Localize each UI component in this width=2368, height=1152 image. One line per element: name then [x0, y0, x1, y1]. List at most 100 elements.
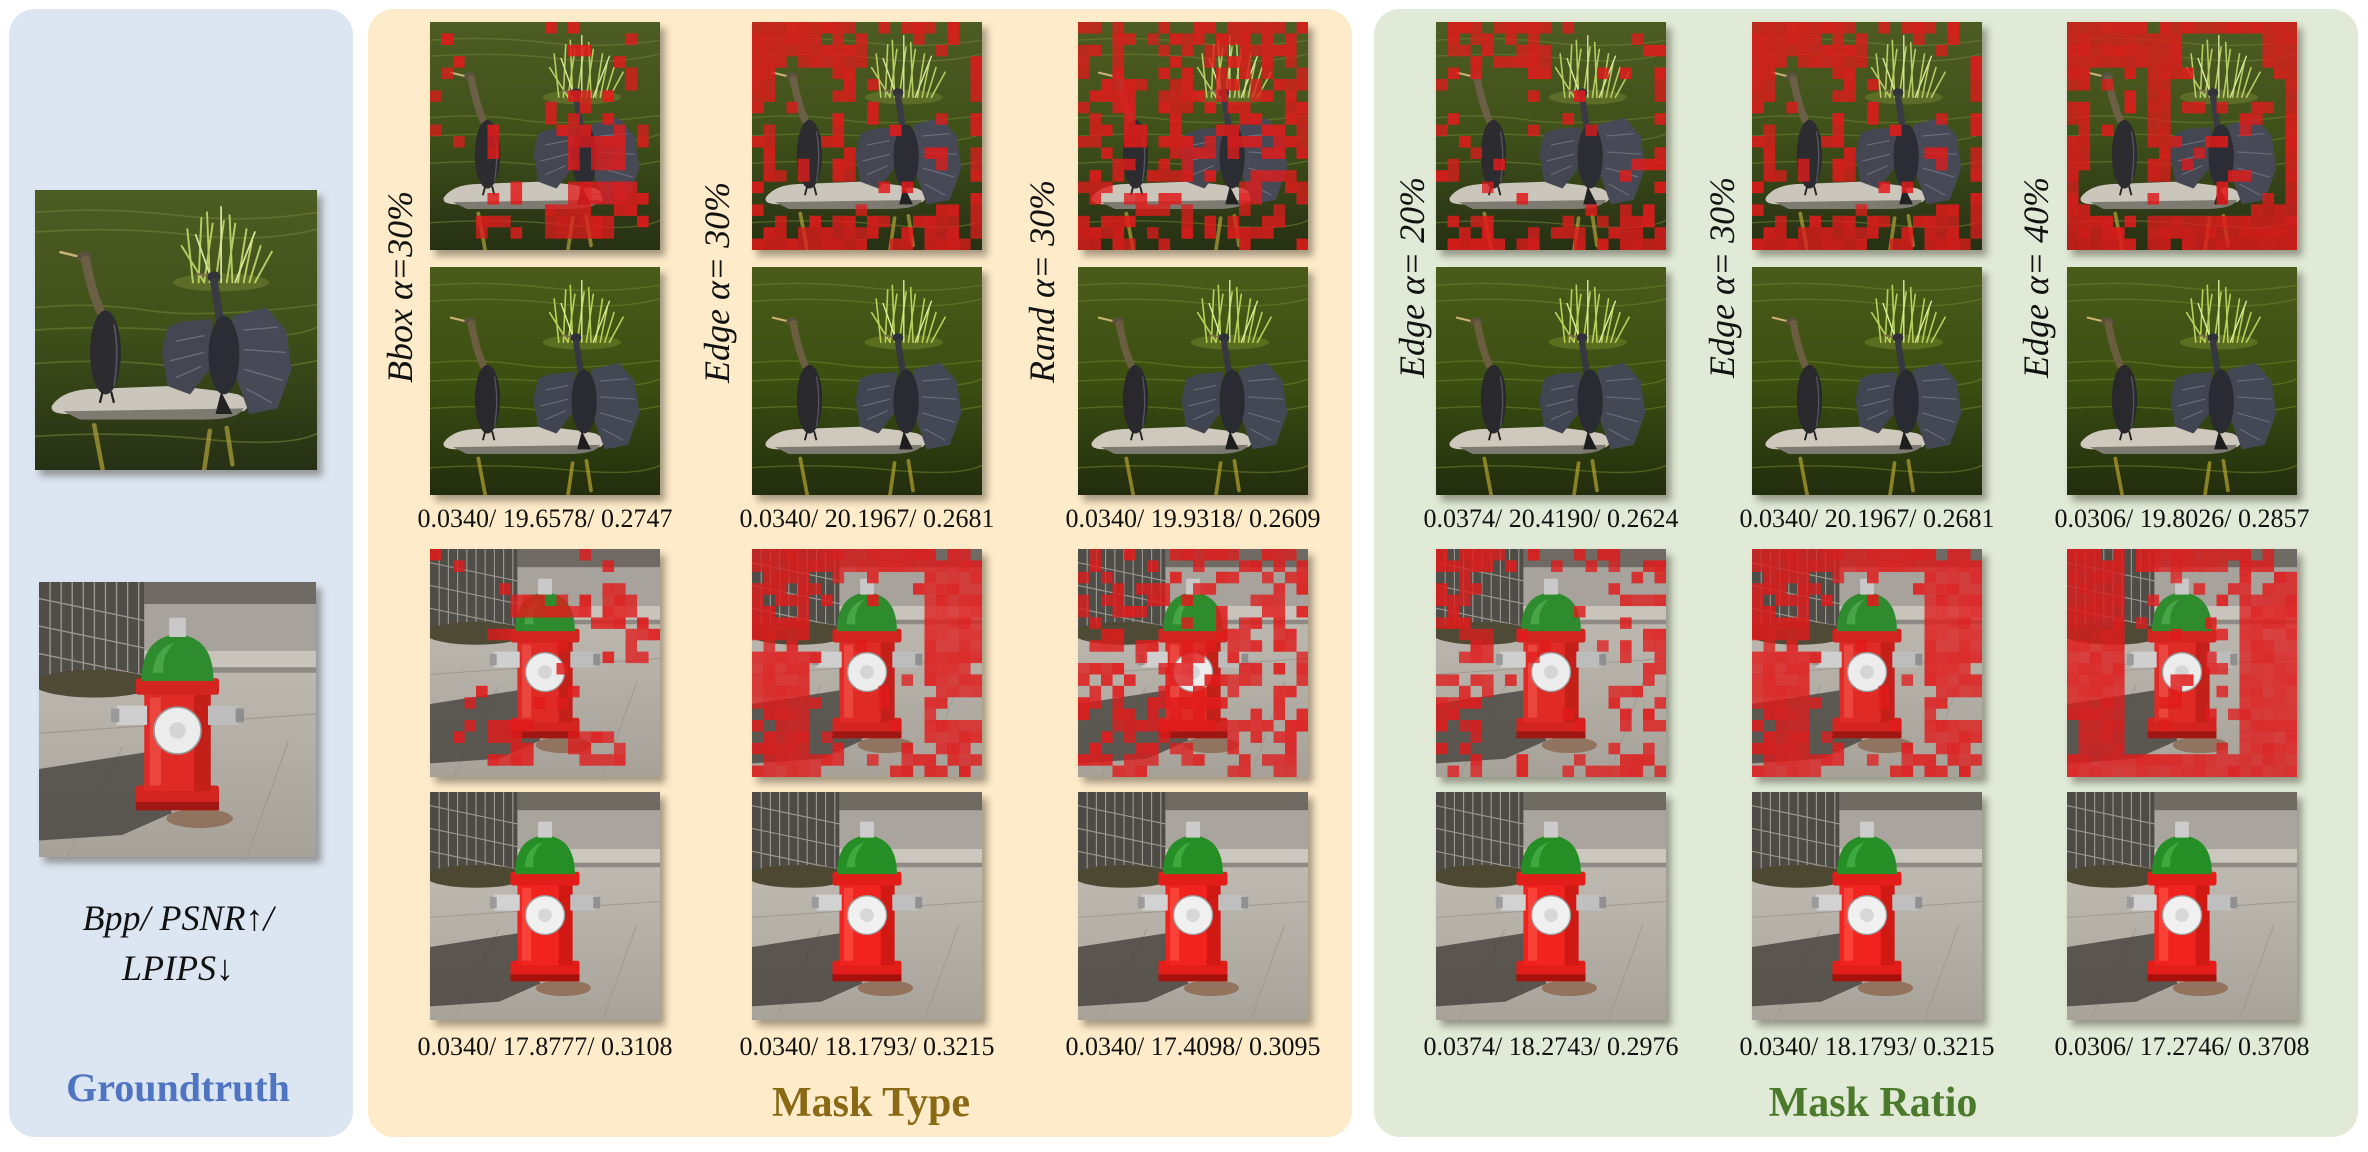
mask-block — [844, 67, 856, 80]
mask-block — [1752, 617, 1764, 629]
mask-block — [1227, 215, 1240, 228]
mask-block — [970, 674, 982, 686]
mask-block — [809, 765, 822, 777]
mask-block — [1482, 215, 1494, 228]
mask-block — [924, 754, 937, 766]
mask-block — [1528, 33, 1540, 45]
mask-block — [1947, 651, 1960, 664]
mask-block — [1855, 44, 1868, 57]
mask-block — [1844, 56, 1856, 68]
mask-block — [1482, 33, 1494, 45]
mask-block — [752, 674, 764, 686]
mask-block — [2124, 765, 2137, 777]
mask-block — [832, 742, 845, 755]
hydrant-metrics: 0.0340/ 18.1793/ 0.3215 — [739, 1032, 995, 1061]
mask-block — [1752, 720, 1764, 732]
mask-block — [1204, 640, 1217, 652]
mask-block — [1147, 720, 1159, 732]
mask-block — [786, 640, 799, 652]
mask-block — [1832, 170, 1845, 182]
mask-block — [1763, 549, 1776, 561]
mask-block — [1631, 765, 1644, 777]
mask-block — [2274, 731, 2286, 743]
mask-block — [1193, 685, 1205, 698]
mask-block — [832, 571, 845, 584]
mask-block — [1936, 651, 1948, 664]
mask-block — [2239, 583, 2252, 595]
mask-block — [2239, 674, 2252, 686]
mask-block — [855, 560, 868, 572]
mask-block — [2182, 560, 2194, 572]
mask-block — [798, 549, 810, 561]
mask-block — [1631, 33, 1644, 45]
mask-block — [430, 124, 442, 137]
mask-block — [2067, 22, 2079, 34]
mask-block — [2170, 136, 2183, 148]
mask-block — [568, 731, 580, 743]
mask-block — [2159, 90, 2171, 102]
mask-block — [1775, 560, 1787, 572]
mask-block — [1752, 56, 1764, 68]
mask-block — [1285, 56, 1297, 68]
mask-block — [2251, 663, 2263, 675]
mask-block — [2228, 22, 2240, 34]
mask-block — [1867, 113, 1879, 125]
mask-block — [1913, 754, 1925, 766]
mask-block — [1970, 560, 1982, 572]
mask-block — [2274, 204, 2286, 216]
mask-block — [1436, 560, 1448, 572]
mask-block — [832, 67, 845, 80]
mask-block — [1273, 583, 1286, 595]
mask-block — [1752, 33, 1764, 45]
mask-block — [1620, 215, 1632, 228]
mask-block — [1798, 685, 1810, 698]
mask-block — [2159, 549, 2171, 561]
mask-block — [1913, 549, 1925, 561]
mask-block — [2136, 44, 2148, 57]
mask-block — [499, 215, 511, 228]
mask-block — [2251, 215, 2263, 228]
mask-block — [1798, 594, 1810, 607]
mask-block — [499, 583, 511, 595]
mask-block — [867, 227, 879, 239]
mask-block — [2078, 101, 2091, 114]
mask-block — [867, 79, 879, 91]
mask-block — [1089, 663, 1102, 675]
mask-block — [625, 181, 638, 194]
mask-block — [1204, 136, 1217, 148]
mask-block — [855, 640, 868, 652]
bird-metrics: 0.0340/ 20.1967/ 0.2681 — [1739, 504, 1995, 533]
mask-block — [901, 238, 914, 250]
mask-block — [1763, 67, 1776, 80]
mask-block — [637, 617, 649, 629]
mask-block — [1239, 22, 1251, 34]
mask-block — [1763, 765, 1776, 777]
mask-block — [1124, 33, 1136, 45]
mask-block — [1936, 685, 1948, 698]
mask-block — [1447, 765, 1460, 777]
mask-block — [1505, 674, 1517, 686]
mask-block — [1936, 628, 1948, 641]
mask-block — [2262, 754, 2275, 766]
mask-block — [775, 583, 787, 595]
mask-block — [2274, 583, 2286, 595]
mask-block — [763, 674, 776, 686]
mask-block — [2239, 549, 2252, 561]
mask-block — [614, 617, 626, 629]
mask-block — [1516, 56, 1529, 68]
mask-block — [1089, 617, 1102, 629]
mask-block — [2262, 238, 2275, 250]
mask-block — [2147, 549, 2160, 561]
mask-block — [1763, 227, 1776, 239]
mask-block — [1947, 685, 1960, 698]
mask-block — [1936, 113, 1948, 125]
mask-block — [1239, 44, 1251, 57]
mask-block — [1654, 67, 1666, 80]
mask-block — [1786, 640, 1799, 652]
mask-block — [1112, 158, 1125, 171]
mask-block — [1844, 79, 1856, 91]
mask-block — [1947, 731, 1960, 743]
mask-block — [2136, 765, 2148, 777]
mask-block — [2078, 685, 2091, 698]
mask-block — [1273, 617, 1286, 629]
